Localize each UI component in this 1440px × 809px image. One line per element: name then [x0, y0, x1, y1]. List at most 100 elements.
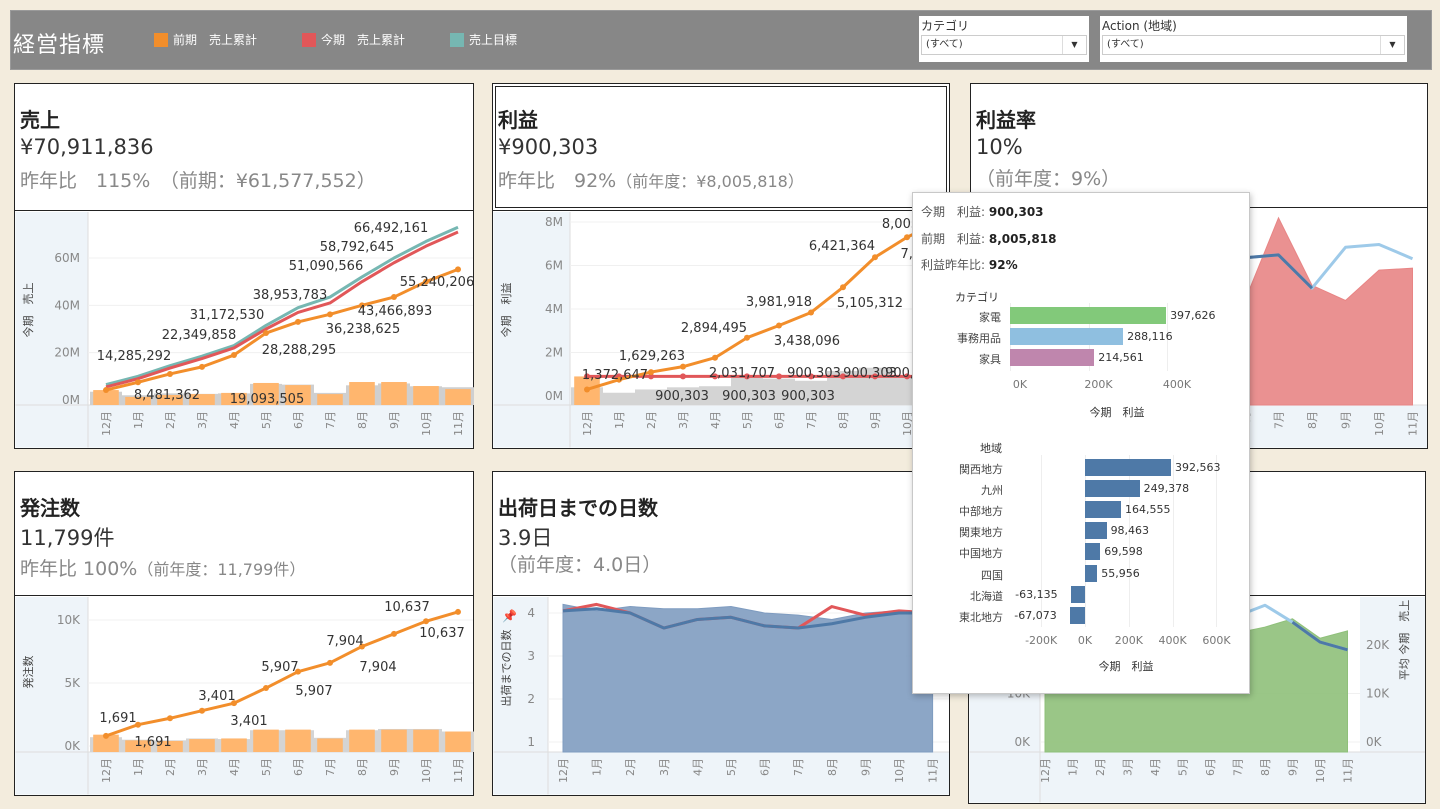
legend-sales-target[interactable]: 売上目標 [450, 31, 517, 48]
kpi-prev: （前年度：4.0日） [498, 554, 662, 576]
chevron-down-icon[interactable]: ▼ [1380, 36, 1404, 54]
category-label: 事務用品 [957, 332, 1001, 345]
category-value: 397,626 [1170, 309, 1216, 322]
kpi-sales: 売上 ¥70,911,836 昨年比 115% （前期：¥61,577,552） [14, 83, 474, 211]
region-tick: -200K [1025, 634, 1058, 647]
region-bar [1070, 606, 1085, 624]
region-bar [1071, 585, 1085, 603]
kpi-title: 利益率 [976, 108, 1036, 132]
kpi-profit-rate: 利益率 10% （前年度：9%） [970, 83, 1428, 209]
legend-swatch-teal [450, 32, 464, 47]
region-tick: 400K [1158, 634, 1187, 647]
region-label: 中部地方 [959, 505, 1003, 519]
profit-tooltip: 今期 利益: 900,303 前期 利益: 8,005,818 利益昨年比: 9… [912, 192, 1250, 694]
kpi-prev: （前年度：¥8,005,818） [616, 172, 804, 191]
legend-prev-sales[interactable]: 前期 売上累計 [154, 31, 257, 48]
chevron-down-icon[interactable]: ▼ [1062, 36, 1086, 54]
profit-chart-panel [492, 210, 950, 449]
kpi-value: 10% [976, 135, 1023, 159]
region-bar [1085, 564, 1098, 582]
kpi-prev: （前年度：11,799件） [137, 560, 306, 579]
tooltip-label: 今期 利益: [921, 205, 986, 219]
region-bar [1085, 501, 1122, 519]
kpi-title: 利益 [498, 108, 538, 132]
tooltip-value: 900,303 [988, 205, 1044, 219]
category-bar [1010, 349, 1095, 366]
region-tick: 600K [1202, 634, 1231, 647]
category-filter-value: (すべて) [926, 39, 963, 50]
category-filter: カテゴリ (すべて) ▼ [919, 16, 1089, 62]
tooltip-region-header: 地域 [980, 442, 1002, 455]
region-value: -67,073 [1014, 608, 1057, 622]
category-label: 家電 [979, 311, 1001, 324]
region-value: 249,378 [1143, 482, 1190, 496]
region-value: 98,463 [1110, 524, 1150, 538]
region-axis-title: 今期 利益 [1098, 660, 1154, 673]
region-label: 関西地方 [959, 463, 1003, 476]
region-label: 東北地方 [959, 610, 1003, 624]
gridline [1041, 455, 1043, 627]
region-label: 関東地方 [959, 526, 1003, 540]
region-value: 392,563 [1175, 461, 1221, 474]
category-tick: 200K [1084, 378, 1113, 391]
region-bar [1085, 480, 1140, 498]
kpi-days-to-ship: 出荷日までの日数 3.9日 （前年度：4.0日） [492, 471, 950, 596]
category-bar [1010, 328, 1124, 345]
sales-chart-panel [14, 210, 474, 449]
category-filter-select[interactable]: (すべて) ▼ [921, 35, 1087, 55]
kpi-title: 発注数 [20, 496, 80, 520]
region-label: 中国地方 [959, 547, 1003, 561]
kpi-comparison: 昨年比 115% （前期：¥61,577,552） [20, 166, 376, 193]
region-filter-select[interactable]: (すべて) ▼ [1102, 35, 1405, 55]
region-label: 北海道 [970, 589, 1003, 603]
region-value: 55,956 [1101, 566, 1140, 580]
region-label: 四国 [981, 568, 1003, 582]
tooltip-current-profit: 今期 利益: 900,303 [921, 203, 1044, 220]
region-bar [1085, 459, 1171, 476]
kpi-comparison: （前年度：4.0日） [498, 550, 661, 577]
gridline [1085, 455, 1086, 627]
region-filter-label: Action (地域) [1102, 19, 1177, 33]
legend-current-sales[interactable]: 今期 売上累計 [302, 31, 405, 48]
kpi-comparison: 昨年比 100%（前年度：11,799件） [20, 554, 305, 581]
category-bar [1010, 307, 1167, 324]
kpi-title: 出荷日までの日数 [498, 496, 658, 520]
legend-label: 今期 売上累計 [321, 33, 406, 47]
tooltip-value: 92% [988, 258, 1018, 272]
tooltip-label: 利益昨年比: [921, 258, 986, 272]
kpi-prev: （前期：¥61,577,552） [150, 170, 376, 192]
kpi-profit[interactable]: 利益 ¥900,303 昨年比 92%（前年度：¥8,005,818） [492, 83, 950, 211]
orders-chart-panel [14, 595, 474, 796]
kpi-value: ¥70,911,836 [20, 135, 154, 159]
gridline [1172, 455, 1174, 627]
region-tick: 0K [1077, 634, 1093, 647]
region-bar [1085, 522, 1107, 540]
kpi-yoy: 昨年比 115% [20, 170, 151, 192]
region-value: 164,555 [1125, 503, 1171, 517]
region-bar [1085, 543, 1101, 561]
category-label: 家具 [979, 353, 1001, 366]
region-value: -63,135 [1015, 587, 1058, 601]
kpi-yoy: 昨年比 100% [20, 558, 138, 580]
region-action-filter: Action (地域) (すべて) ▼ [1100, 16, 1407, 62]
legend-swatch-red [302, 32, 316, 47]
kpi-title: 売上 [20, 108, 60, 132]
category-value: 214,561 [1098, 351, 1144, 364]
tooltip-label: 前期 利益: [921, 232, 986, 246]
kpi-orders: 発注数 11,799件 昨年比 100%（前年度：11,799件） [14, 471, 474, 596]
kpi-comparison: 昨年比 92%（前年度：¥8,005,818） [498, 166, 804, 193]
category-tick: 400K [1162, 378, 1192, 391]
dashboard-title: 経営指標 [13, 33, 106, 58]
region-value: 69,598 [1104, 545, 1143, 559]
gridline [1128, 455, 1130, 627]
tooltip-value: 8,005,818 [988, 232, 1057, 246]
kpi-yoy: 昨年比 92% [498, 170, 617, 192]
kpi-value: 3.9日 [498, 526, 553, 550]
tooltip-category-header: カテゴリ [955, 291, 999, 304]
ship-days-chart-panel [492, 595, 950, 796]
category-tick: 0K [1012, 378, 1028, 391]
category-axis-title: 今期 利益 [1089, 406, 1145, 419]
legend-label: 前期 売上累計 [173, 33, 258, 47]
kpi-value: 11,799件 [20, 526, 115, 550]
region-tick: 200K [1114, 634, 1143, 647]
